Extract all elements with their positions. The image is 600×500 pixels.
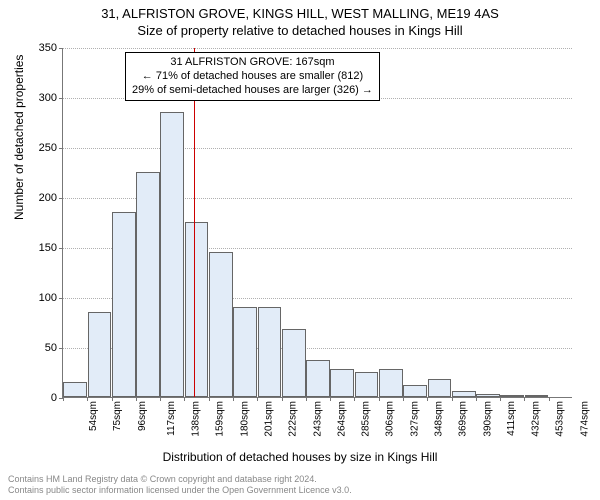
histogram-bar (258, 307, 282, 397)
y-tick-label: 350 (39, 42, 57, 54)
x-tick-mark (403, 397, 404, 401)
histogram-chart: 05010015020025030035054sqm75sqm96sqm117s… (62, 48, 572, 398)
x-tick-mark (549, 397, 550, 401)
x-tick-label: 222sqm (288, 401, 299, 437)
x-tick-label: 264sqm (336, 401, 347, 437)
y-tick-mark (59, 48, 63, 49)
x-tick-mark (306, 397, 307, 401)
y-tick-label: 0 (51, 392, 57, 404)
histogram-bar (306, 360, 330, 397)
x-tick-label: 180sqm (239, 401, 250, 437)
x-tick-label: 75sqm (112, 401, 123, 431)
x-tick-label: 474sqm (579, 401, 590, 437)
y-tick-label: 300 (39, 92, 57, 104)
x-tick-label: 369sqm (458, 401, 469, 437)
x-tick-label: 453sqm (555, 401, 566, 437)
x-tick-label: 54sqm (88, 401, 99, 431)
histogram-bar (63, 382, 87, 397)
x-tick-mark (233, 397, 234, 401)
x-tick-mark (209, 397, 210, 401)
histogram-bar (452, 391, 476, 397)
x-axis-label: Distribution of detached houses by size … (0, 450, 600, 464)
x-tick-mark (136, 397, 137, 401)
y-axis-label: Number of detached properties (12, 55, 26, 220)
annotation-box: 31 ALFRISTON GROVE: 167sqm← 71% of detac… (125, 52, 380, 101)
x-tick-label: 432sqm (531, 401, 542, 437)
x-tick-label: 348sqm (434, 401, 445, 437)
histogram-bar (185, 222, 209, 397)
x-tick-label: 390sqm (482, 401, 493, 437)
title-subtitle: Size of property relative to detached ho… (0, 23, 600, 38)
y-tick-mark (59, 148, 63, 149)
x-tick-mark (63, 397, 64, 401)
y-tick-label: 250 (39, 142, 57, 154)
histogram-bar (209, 252, 233, 397)
annotation-line1: 31 ALFRISTON GROVE: 167sqm (132, 56, 373, 70)
y-tick-mark (59, 98, 63, 99)
x-tick-label: 306sqm (385, 401, 396, 437)
histogram-bar (112, 212, 136, 397)
x-tick-mark (257, 397, 258, 401)
histogram-bar (428, 379, 452, 397)
footer-attribution: Contains HM Land Registry data © Crown c… (8, 474, 352, 496)
histogram-bar (525, 395, 549, 397)
histogram-bar (476, 394, 500, 397)
y-tick-label: 150 (39, 242, 57, 254)
x-tick-label: 243sqm (312, 401, 323, 437)
histogram-bar (233, 307, 257, 397)
x-tick-label: 138sqm (191, 401, 202, 437)
x-tick-mark (452, 397, 453, 401)
histogram-bar (330, 369, 354, 397)
x-tick-label: 159sqm (215, 401, 226, 437)
x-tick-mark (282, 397, 283, 401)
histogram-bar (160, 112, 184, 397)
histogram-bar (403, 385, 427, 397)
x-tick-label: 411sqm (506, 401, 517, 436)
y-tick-label: 50 (45, 342, 57, 354)
y-tick-mark (59, 198, 63, 199)
y-tick-label: 200 (39, 192, 57, 204)
x-tick-mark (112, 397, 113, 401)
y-tick-label: 100 (39, 292, 57, 304)
title-address: 31, ALFRISTON GROVE, KINGS HILL, WEST MA… (0, 6, 600, 21)
y-tick-mark (59, 248, 63, 249)
histogram-bar (500, 395, 524, 397)
y-tick-mark (59, 348, 63, 349)
histogram-bar (282, 329, 306, 397)
annotation-line2: ← 71% of detached houses are smaller (81… (132, 70, 373, 84)
x-tick-label: 285sqm (361, 401, 372, 437)
x-tick-mark (354, 397, 355, 401)
x-tick-mark (87, 397, 88, 401)
histogram-bar (88, 312, 112, 397)
x-tick-mark (184, 397, 185, 401)
histogram-bar (355, 372, 379, 397)
x-tick-mark (330, 397, 331, 401)
x-tick-mark (500, 397, 501, 401)
histogram-bar (379, 369, 403, 397)
x-tick-label: 201sqm (264, 401, 275, 437)
x-tick-label: 327sqm (409, 401, 420, 437)
footer-line1: Contains HM Land Registry data © Crown c… (8, 474, 352, 485)
x-tick-mark (160, 397, 161, 401)
x-tick-mark (476, 397, 477, 401)
gridline (63, 48, 572, 49)
x-tick-label: 96sqm (137, 401, 148, 431)
x-tick-mark (524, 397, 525, 401)
y-tick-mark (59, 298, 63, 299)
annotation-line3: 29% of semi-detached houses are larger (… (132, 84, 373, 98)
x-tick-mark (427, 397, 428, 401)
x-tick-label: 117sqm (166, 401, 177, 436)
gridline (63, 148, 572, 149)
histogram-bar (136, 172, 160, 397)
x-tick-mark (379, 397, 380, 401)
footer-line2: Contains public sector information licen… (8, 485, 352, 496)
